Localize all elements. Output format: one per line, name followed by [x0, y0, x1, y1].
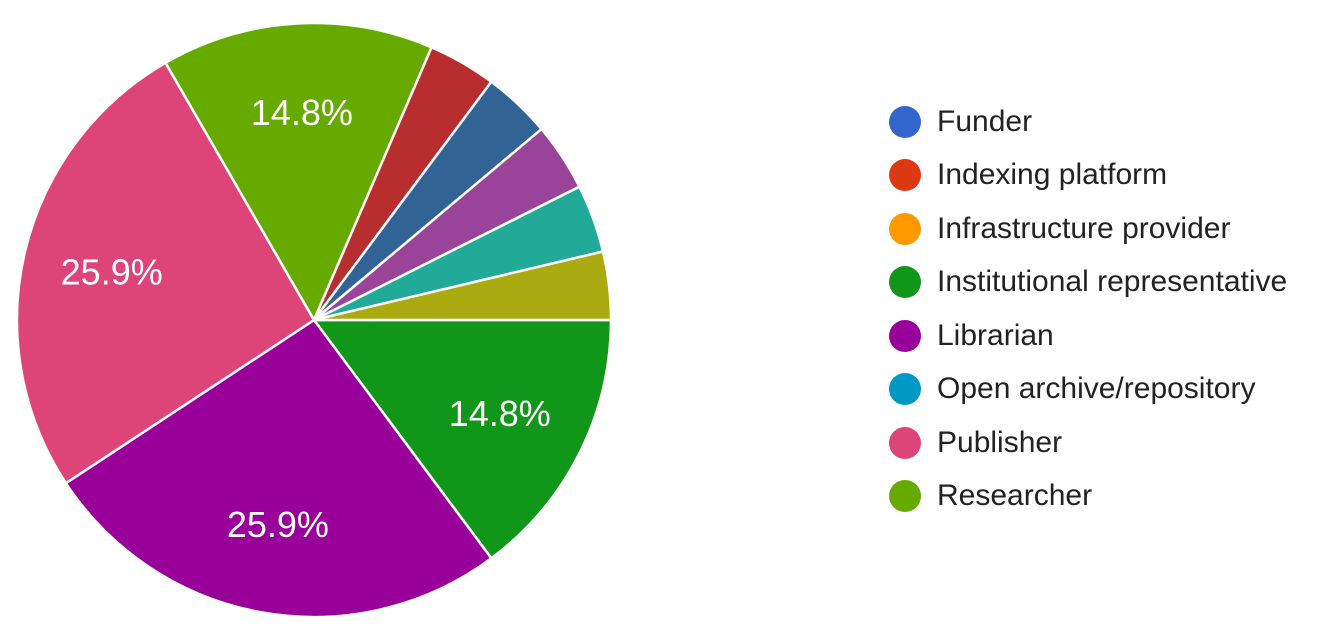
- legend-label: Infrastructure provider: [937, 211, 1231, 245]
- legend-label: Librarian: [937, 318, 1054, 352]
- legend-item: Indexing platform: [889, 149, 1287, 203]
- legend-item: Publisher: [889, 416, 1287, 470]
- pie-slice: [15, 61, 316, 485]
- legend-label: Institutional representative: [937, 265, 1288, 299]
- slice-percent-label: 14.8%: [449, 393, 551, 434]
- legend-label: Publisher: [937, 425, 1063, 459]
- legend-swatch-icon: [889, 426, 921, 459]
- legend-label: Researcher: [937, 479, 1093, 513]
- legend-item: Researcher: [889, 470, 1287, 524]
- slice-percent-label: 25.9%: [61, 252, 163, 293]
- pie-slice: [163, 21, 434, 323]
- pie-slice: [313, 250, 613, 322]
- slice-percent-label: 25.9%: [227, 504, 329, 545]
- legend-item: Open archive/repository: [889, 363, 1287, 417]
- legend-label: Funder: [937, 104, 1033, 138]
- legend-item: Institutional representative: [889, 256, 1287, 310]
- pie-chart-plot: 14.8% 25.9% 25.9% 14.8%: [15, 21, 613, 619]
- legend-swatch-icon: [889, 319, 921, 352]
- legend-swatch-icon: [889, 373, 921, 406]
- legend-swatch-icon: [889, 480, 921, 513]
- pie-slice: [64, 318, 494, 619]
- pie-slice: [311, 318, 613, 560]
- legend-item: Funder: [889, 95, 1287, 149]
- legend-label: Open archive/repository: [937, 372, 1256, 406]
- chart-legend: Funder Indexing platform Infrastructure pr…: [889, 95, 1287, 523]
- legend-swatch-icon: [889, 105, 921, 138]
- legend-label: Indexing platform: [937, 158, 1168, 192]
- slice-percent-label: 14.8%: [251, 92, 353, 133]
- legend-swatch-icon: [889, 159, 921, 192]
- legend-item: Librarian: [889, 309, 1287, 363]
- legend-item: Infrastructure provider: [889, 202, 1287, 256]
- legend-swatch-icon: [889, 266, 921, 299]
- legend-swatch-icon: [889, 212, 921, 245]
